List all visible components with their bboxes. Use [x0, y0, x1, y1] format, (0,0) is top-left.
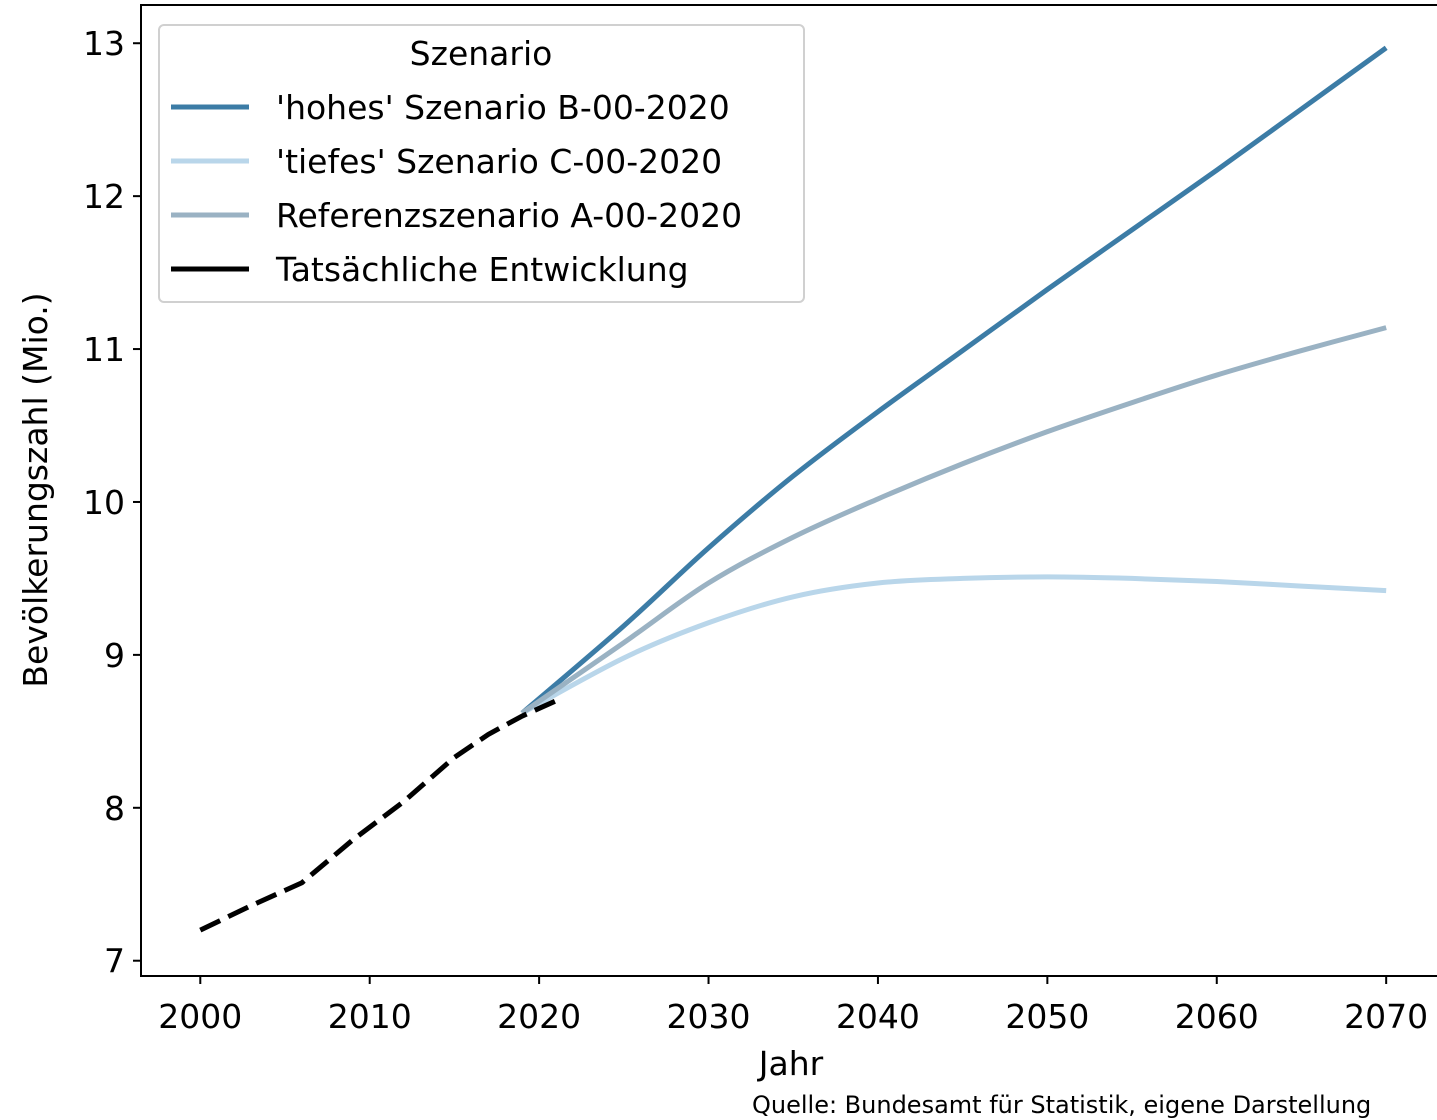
legend-title: Szenario [410, 34, 553, 73]
series-line-tatsächliche-entwicklung [199, 698, 558, 933]
legend-entry-label: Tatsächliche Entwicklung [275, 250, 689, 289]
plot-frame [140, 4, 1437, 977]
x-tick-label: 2010 [328, 997, 412, 1036]
legend-box [158, 24, 805, 303]
legend-entry-label: Referenzszenario A-00-2020 [276, 196, 742, 235]
series-layer [199, 45, 1388, 933]
x-tick-label: 2050 [1005, 997, 1089, 1036]
series-line-tiefes-szenario-c-00-2020 [520, 574, 1387, 716]
series-line-hohes-szenario-b-00-2020 [520, 45, 1388, 715]
legend-entry-label: 'tiefes' Szenario C-00-2020 [276, 142, 722, 181]
y-tick-label: 8 [104, 789, 125, 828]
y-tick-label: 7 [104, 942, 125, 981]
y-axis-label: Bevölkerungszahl (Mio.) [16, 292, 55, 687]
legend: Szenario 'hohes' Szenario B-00-2020 'tief… [158, 24, 805, 303]
source-note: Quelle: Bundesamt für Statistik, eigene … [752, 1091, 1371, 1119]
x-tick-label: 2040 [836, 997, 920, 1036]
series-line-referenzszenario-a-00-2020 [520, 325, 1387, 716]
x-tick-label: 2070 [1344, 997, 1428, 1036]
x-tick-label: 2000 [158, 997, 242, 1036]
ticks-layer: 2000 2010 2020 2030 2040 2050 2060 2070 7 8 9 10 11 1… [83, 24, 1428, 1036]
y-tick-label: 11 [83, 330, 125, 369]
x-axis-label: Jahr [757, 1044, 824, 1083]
x-tick-label: 2060 [1175, 997, 1259, 1036]
y-tick-label: 13 [83, 24, 125, 63]
legend-entry-label: 'hohes' Szenario B-00-2020 [276, 88, 730, 127]
y-tick-label: 9 [104, 636, 125, 675]
y-tick-label: 10 [83, 483, 125, 522]
x-tick-label: 2030 [667, 997, 751, 1036]
y-tick-label: 12 [83, 177, 125, 216]
x-tick-label: 2020 [497, 997, 581, 1036]
